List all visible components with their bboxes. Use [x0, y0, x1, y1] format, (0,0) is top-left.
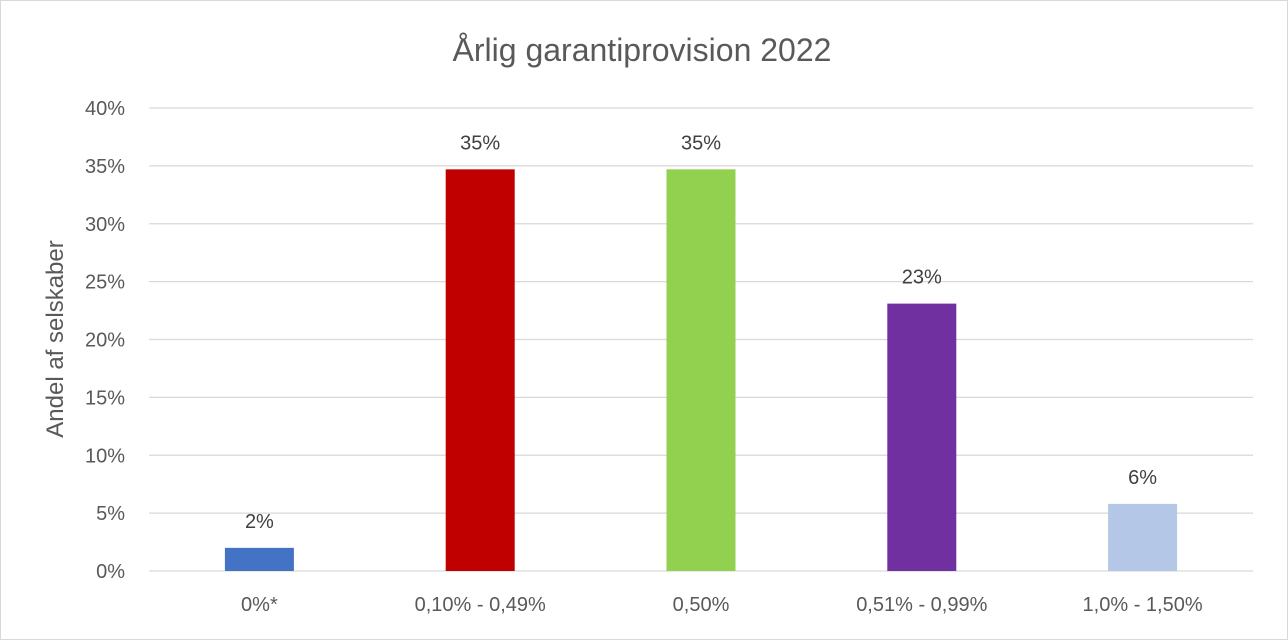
x-tick-label: 1,0% - 1,50% — [1083, 594, 1203, 616]
y-tick-label: 25% — [85, 272, 125, 294]
data-label: 35% — [460, 132, 500, 154]
y-tick-label: 35% — [85, 156, 125, 178]
data-labels: 2% 35% 35% 23% 6% — [245, 132, 1157, 533]
x-tick-label: 0,10% - 0,49% — [415, 594, 546, 616]
y-axis-label: Andel af selskaber — [42, 240, 69, 437]
bars — [224, 169, 1178, 571]
y-axis-ticks: 0% 5% 10% 15% 20% 25% 30% 35% 40% — [85, 98, 125, 583]
x-tick-label: 0,50% — [673, 594, 730, 616]
y-tick-label: 40% — [85, 98, 125, 120]
bar — [887, 303, 957, 571]
y-tick-label: 20% — [85, 330, 125, 352]
data-label: 6% — [1128, 467, 1157, 489]
y-tick-label: 10% — [85, 445, 125, 467]
data-label: 35% — [681, 132, 721, 154]
y-tick-label: 5% — [96, 503, 125, 525]
y-tick-label: 30% — [85, 214, 125, 236]
y-tick-label: 15% — [85, 387, 125, 409]
data-label: 23% — [902, 267, 942, 289]
y-tick-label: 0% — [96, 561, 125, 583]
chart-title: Årlig garantiprovision 2022 — [453, 32, 832, 68]
x-tick-label: 0%* — [241, 594, 278, 616]
x-tick-label: 0,51% - 0,99% — [856, 594, 987, 616]
bar — [224, 547, 294, 571]
data-label: 2% — [245, 511, 274, 533]
bar — [445, 169, 515, 571]
bar — [666, 169, 736, 571]
bar — [1108, 503, 1178, 571]
x-axis-ticks: 0%* 0,10% - 0,49% 0,50% 0,51% - 0,99% 1,0% -… — [241, 594, 1203, 616]
